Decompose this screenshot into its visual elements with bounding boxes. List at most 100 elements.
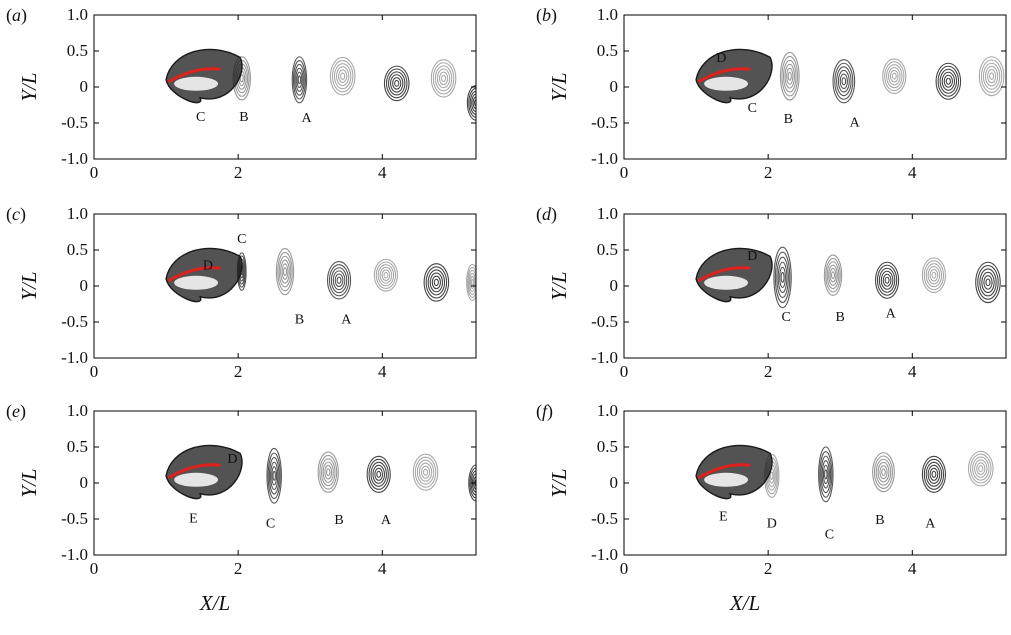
- vortex-contour: [430, 59, 457, 98]
- vortex-contour: [373, 258, 398, 292]
- y-tick-label: 0.5: [67, 41, 88, 60]
- vortex-contour: [978, 56, 1005, 97]
- axes-frame: [623, 410, 1007, 556]
- vortex-label-C: C: [825, 527, 834, 542]
- axes-frame: [623, 213, 1007, 359]
- flapper-line: [697, 266, 751, 283]
- vortex-C: [818, 446, 834, 503]
- y-tick-label: -1.0: [61, 149, 88, 168]
- panel-f: 1.00.50-0.5-1.00 2 4(f)Y/LX/LE DCB A: [536, 401, 1007, 615]
- y-tick-label: 1.0: [597, 204, 618, 223]
- vortex-label-A: A: [886, 307, 897, 322]
- plot-area: [695, 48, 1005, 104]
- vortex-label-B: B: [784, 112, 793, 127]
- near-wake: [695, 48, 773, 104]
- vortex-label-E: E: [189, 512, 198, 527]
- plot-area: [165, 444, 476, 504]
- near-wake: [165, 444, 243, 500]
- x-tick-label: 0: [620, 362, 629, 381]
- x-tick-label: 2: [234, 362, 243, 381]
- y-tick-label: 0: [610, 77, 619, 96]
- y-tick-label: 0.5: [597, 437, 618, 456]
- flapper-line: [697, 463, 751, 480]
- vortex-label-A: A: [381, 513, 392, 528]
- x-tick-label: 2: [234, 559, 243, 578]
- panel-label: (a): [6, 5, 27, 26]
- vortex-A: [366, 455, 391, 493]
- y-tick-label: 0.5: [67, 437, 88, 456]
- vortex-contour: [967, 450, 994, 487]
- near-wake: [165, 48, 243, 104]
- y-tick-label: -1.0: [591, 545, 618, 564]
- vortex-contour: [466, 263, 476, 301]
- vortex-label-C: C: [196, 110, 205, 125]
- panel-a: 1.00.50-0.5-1.00 2 4(a)Y/LC B A: [6, 5, 477, 182]
- vortex-B: [317, 451, 339, 493]
- y-tick-label: 0: [610, 276, 619, 295]
- y-tick-label: 0: [80, 77, 89, 96]
- vortex-contour: [882, 58, 907, 95]
- y-axis-title: Y/L: [547, 271, 571, 300]
- flapper-line: [167, 266, 221, 283]
- y-tick-label: -0.5: [61, 509, 88, 528]
- x-tick-label: 4: [908, 163, 917, 182]
- vortex-label-B: B: [875, 513, 884, 528]
- y-tick-label: -0.5: [591, 312, 618, 331]
- vortex-label-E: E: [719, 509, 728, 524]
- axes-frame: [93, 213, 477, 359]
- vortex-label-C: C: [237, 232, 246, 247]
- vortex-contour: [383, 65, 410, 102]
- y-tick-label: 1.0: [67, 5, 88, 24]
- x-tick-label: 2: [764, 362, 773, 381]
- x-tick-label: 4: [378, 559, 387, 578]
- y-tick-label: -0.5: [61, 312, 88, 331]
- y-tick-label: -1.0: [61, 348, 88, 367]
- x-tick-label: 2: [764, 163, 773, 182]
- vortex-A: [291, 56, 308, 104]
- vortex-label-B: B: [836, 310, 845, 325]
- y-tick-label: 0: [80, 276, 89, 295]
- vortex-label-C: C: [748, 101, 757, 116]
- plot-area: [695, 444, 994, 503]
- vortex-label-C: C: [266, 517, 275, 532]
- y-tick-label: -1.0: [591, 348, 618, 367]
- x-tick-label: 4: [378, 163, 387, 182]
- vortex-label-D: D: [747, 249, 757, 264]
- x-tick-label: 2: [234, 163, 243, 182]
- y-tick-label: -1.0: [61, 545, 88, 564]
- vortex-label-D: D: [716, 51, 726, 66]
- vortex-label-D: D: [767, 517, 777, 532]
- x-tick-label: 0: [620, 163, 629, 182]
- axes-frame: [93, 14, 477, 160]
- vortex-contour: [423, 263, 450, 302]
- y-tick-label: 0.5: [597, 41, 618, 60]
- panel-label: (f): [536, 401, 553, 422]
- y-tick-label: -0.5: [591, 113, 618, 132]
- y-axis-title: Y/L: [547, 72, 571, 101]
- vortex-C: [266, 447, 282, 504]
- vortex-contour: [975, 261, 1001, 304]
- y-tick-label: 0.5: [67, 240, 88, 259]
- vortex-label-B: B: [239, 110, 248, 125]
- y-tick-label: 0: [80, 473, 89, 492]
- vortex-B: [872, 452, 895, 493]
- vortex-A: [874, 261, 900, 299]
- y-axis-title: Y/L: [17, 271, 41, 300]
- vortex-contour: [921, 257, 947, 294]
- y-tick-label: 1.0: [67, 401, 88, 420]
- flapper-line: [697, 67, 751, 84]
- near-wake: [695, 247, 773, 303]
- vortex-A: [326, 260, 352, 300]
- y-tick-label: -0.5: [591, 509, 618, 528]
- x-tick-label: 4: [378, 362, 387, 381]
- vortex-label-B: B: [295, 312, 304, 327]
- y-axis-title: Y/L: [17, 468, 41, 497]
- near-wake: [165, 247, 243, 303]
- x-tick-label: 0: [90, 559, 99, 578]
- vortex-contour: [773, 246, 792, 309]
- y-tick-label: 1.0: [67, 204, 88, 223]
- x-axis-title: X/L: [199, 591, 230, 615]
